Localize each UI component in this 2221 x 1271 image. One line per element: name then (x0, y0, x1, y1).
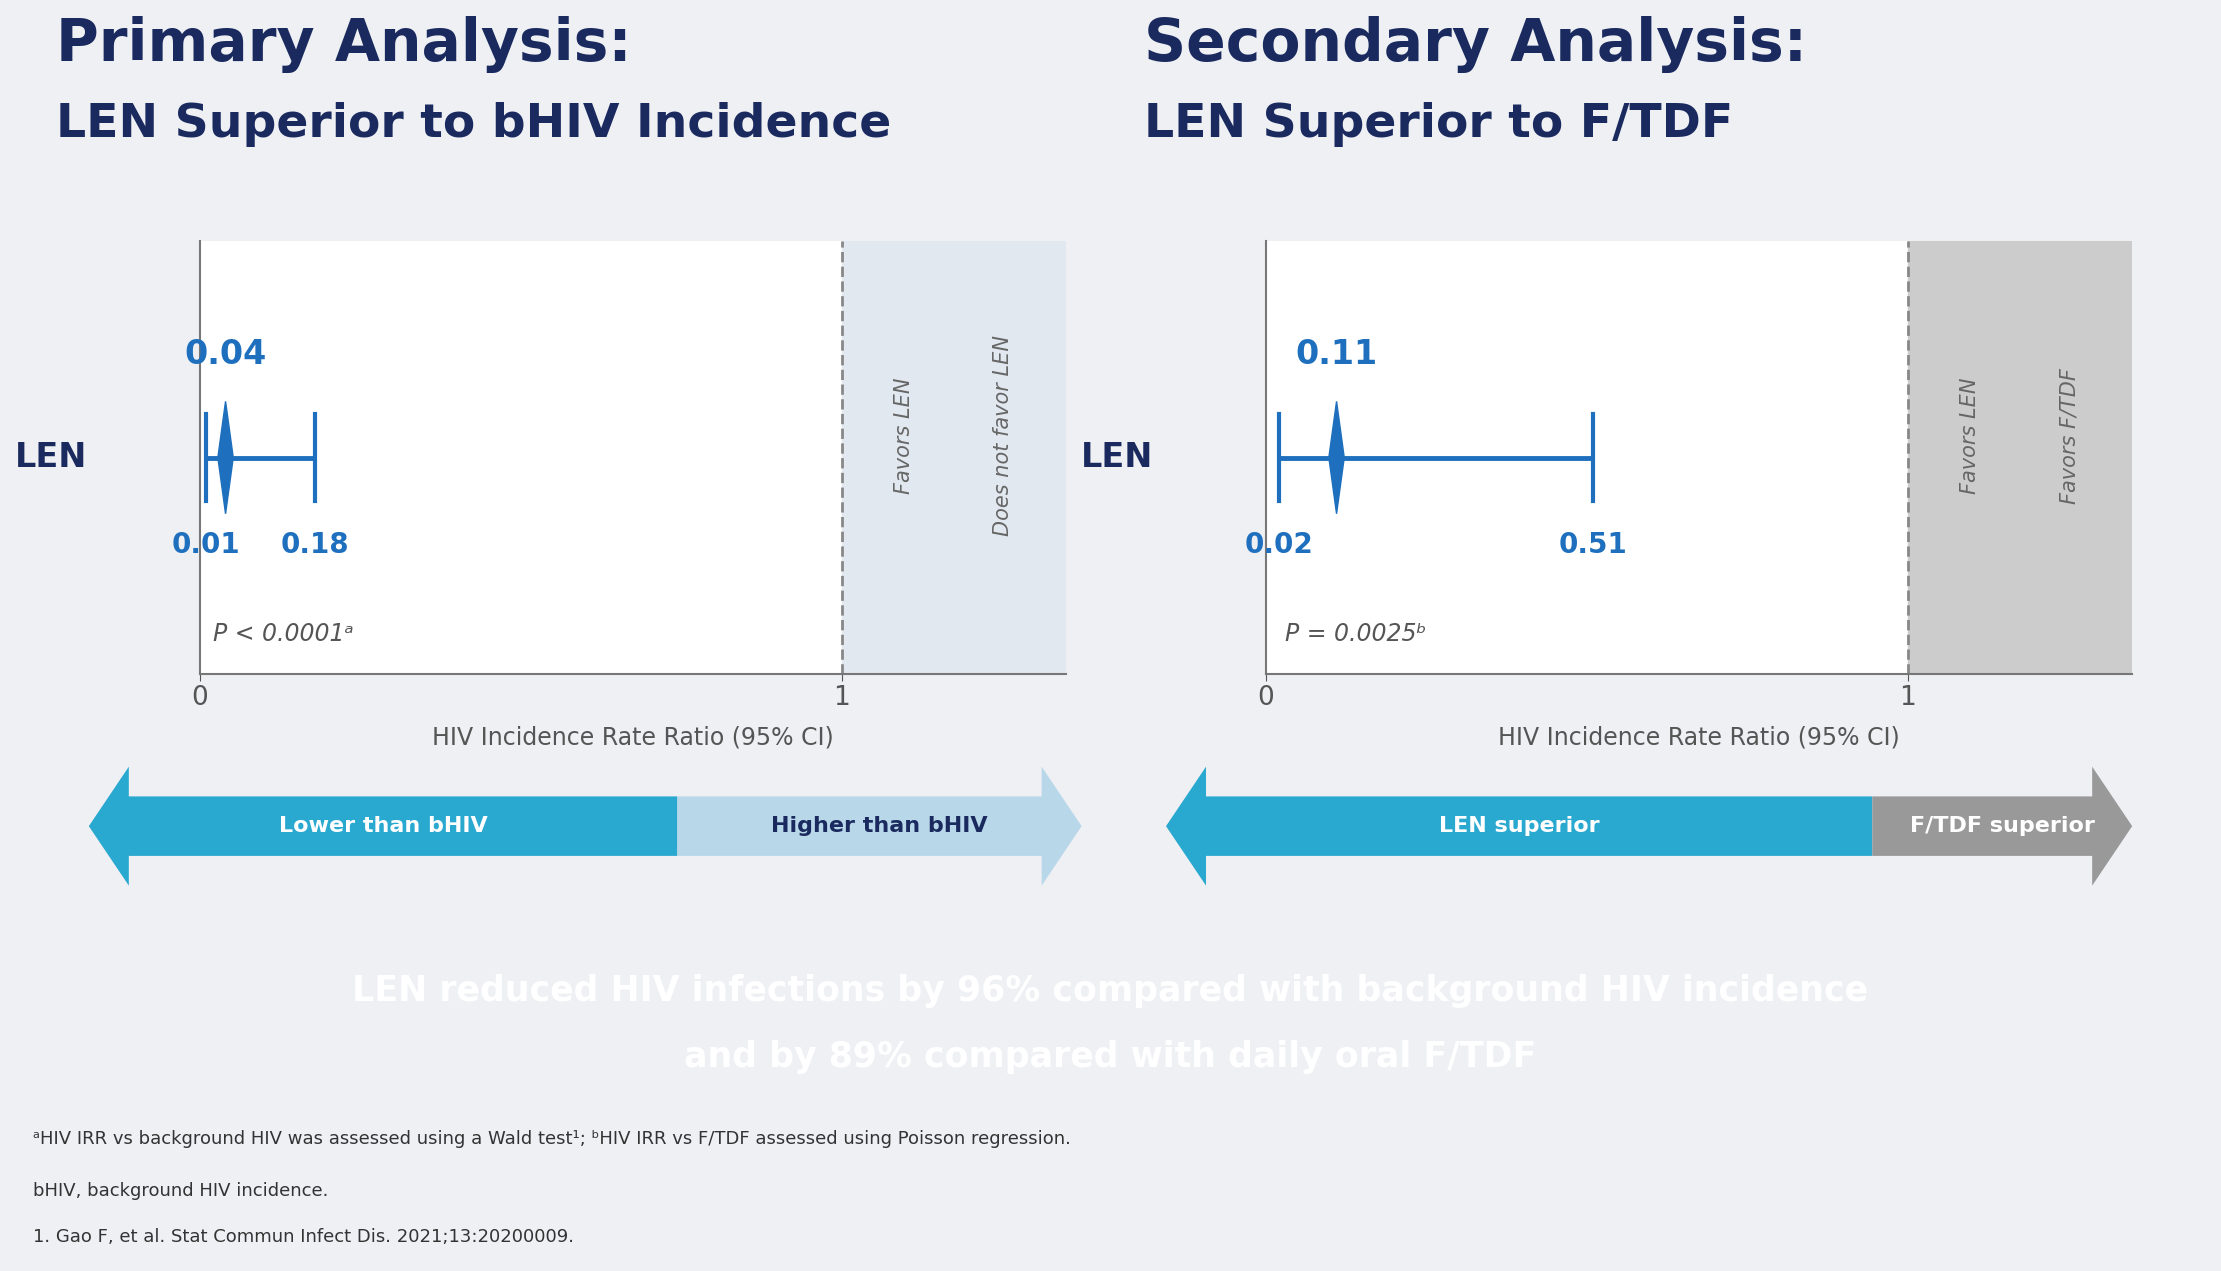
Bar (1908, 241, 2132, 674)
Text: LEN reduced HIV infections by 96% compared with background HIV incidence: LEN reduced HIV infections by 96% compar… (353, 975, 1868, 1008)
Polygon shape (218, 402, 233, 513)
Text: LEN: LEN (16, 441, 87, 474)
Text: 0.01: 0.01 (171, 531, 240, 559)
Text: 0.51: 0.51 (1559, 531, 1628, 559)
Polygon shape (1328, 402, 1344, 513)
Text: Primary Analysis:: Primary Analysis: (56, 15, 631, 72)
Text: 0.04: 0.04 (184, 338, 267, 371)
Text: 0.02: 0.02 (1244, 531, 1313, 559)
Polygon shape (1166, 766, 1872, 886)
Text: Lower than bHIV: Lower than bHIV (280, 816, 486, 836)
Text: bHIV, background HIV incidence.: bHIV, background HIV incidence. (33, 1182, 329, 1200)
Text: ᵃHIV IRR vs background HIV was assessed using a Wald test¹; ᵇHIV IRR vs F/TDF as: ᵃHIV IRR vs background HIV was assessed … (33, 1130, 1071, 1148)
Text: Does not favor LEN: Does not favor LEN (993, 336, 1013, 536)
Text: LEN Superior to F/TDF: LEN Superior to F/TDF (1144, 103, 1732, 147)
Text: and by 89% compared with daily oral F/TDF: and by 89% compared with daily oral F/TD… (684, 1040, 1537, 1074)
Text: 0.11: 0.11 (1295, 338, 1377, 371)
Text: P = 0.0025ᵇ: P = 0.0025ᵇ (1286, 622, 1426, 646)
Text: LEN superior: LEN superior (1439, 816, 1599, 836)
Text: Favors LEN: Favors LEN (1961, 377, 1981, 494)
Text: LEN Superior to bHIV Incidence: LEN Superior to bHIV Incidence (56, 103, 891, 147)
Text: Favors F/TDF: Favors F/TDF (2059, 369, 2079, 503)
Polygon shape (89, 766, 677, 886)
Text: Favors LEN: Favors LEN (895, 377, 915, 494)
Text: 1. Gao F, et al. Stat Commun Infect Dis. 2021;13:20200009.: 1. Gao F, et al. Stat Commun Infect Dis.… (33, 1228, 575, 1246)
Polygon shape (677, 766, 1082, 886)
Text: Higher than bHIV: Higher than bHIV (771, 816, 988, 836)
X-axis label: HIV Incidence Rate Ratio (95% CI): HIV Incidence Rate Ratio (95% CI) (433, 726, 833, 750)
Text: P < 0.0001ᵃ: P < 0.0001ᵃ (213, 622, 353, 646)
Text: LEN: LEN (1082, 441, 1153, 474)
Text: 0.18: 0.18 (282, 531, 349, 559)
Bar (842, 241, 1066, 674)
Text: Secondary Analysis:: Secondary Analysis: (1144, 15, 1808, 72)
Text: F/TDF superior: F/TDF superior (1910, 816, 2094, 836)
X-axis label: HIV Incidence Rate Ratio (95% CI): HIV Incidence Rate Ratio (95% CI) (1499, 726, 1899, 750)
Polygon shape (1872, 766, 2132, 886)
